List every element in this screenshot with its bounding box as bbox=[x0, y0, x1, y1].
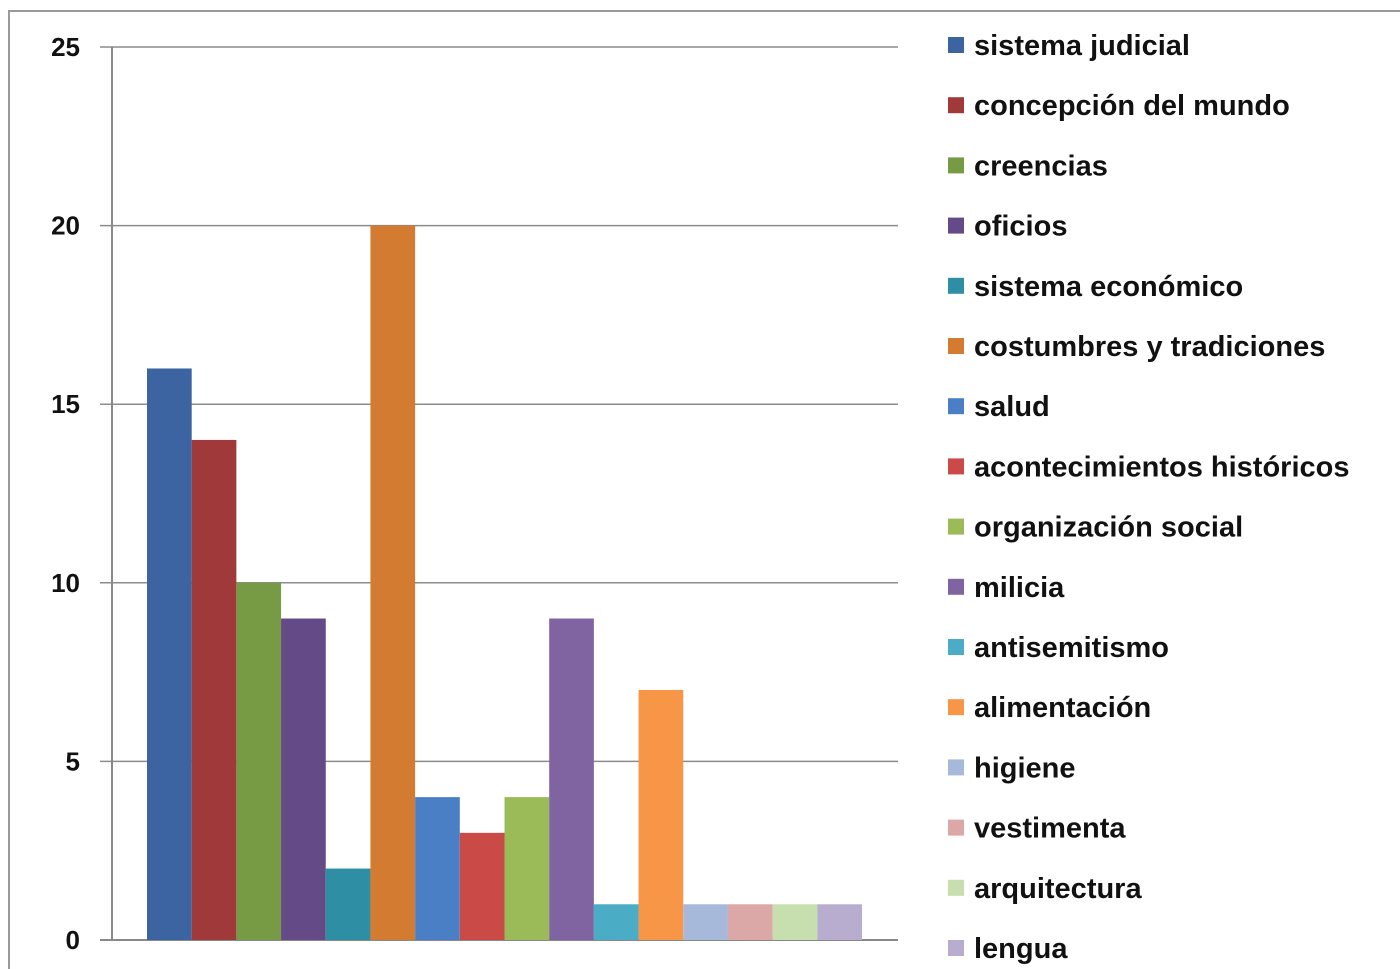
bar-higiene bbox=[683, 904, 728, 940]
bar-costumbres-y-tradiciones bbox=[370, 225, 416, 941]
legend-swatch bbox=[948, 639, 964, 655]
legend-label: sistema económico bbox=[974, 271, 1243, 303]
legend-swatch bbox=[948, 338, 964, 354]
bar-lengua bbox=[817, 904, 862, 940]
bar-creencias bbox=[236, 582, 282, 940]
legend-label: creencias bbox=[974, 150, 1108, 182]
legend-swatch bbox=[948, 518, 964, 535]
bar-oficios bbox=[281, 618, 326, 940]
legend-swatch bbox=[948, 398, 964, 415]
legend-label: organización social bbox=[974, 512, 1243, 544]
legend-label: oficios bbox=[974, 211, 1067, 243]
legend-label: milicia bbox=[974, 572, 1065, 604]
legend-swatch bbox=[948, 157, 964, 174]
legend-swatch bbox=[948, 37, 964, 53]
bar-salud bbox=[415, 797, 460, 940]
bar-alimentación bbox=[638, 689, 684, 940]
legend-label: alimentación bbox=[974, 692, 1151, 724]
bar-organización-social bbox=[504, 797, 550, 940]
legend-label: vestimenta bbox=[974, 813, 1126, 845]
legend-swatch bbox=[948, 458, 964, 475]
y-tick-label: 20 bbox=[51, 211, 80, 241]
legend-swatch bbox=[948, 578, 964, 595]
legend-swatch bbox=[948, 277, 964, 294]
legend-label: sistema judicial bbox=[974, 30, 1190, 62]
y-tick-label: 25 bbox=[51, 32, 80, 62]
bar-vestimenta bbox=[727, 904, 773, 940]
legend-swatch bbox=[948, 940, 964, 956]
bar-sistema-judicial bbox=[147, 368, 192, 941]
legend-swatch bbox=[948, 97, 964, 114]
legend-swatch bbox=[948, 819, 964, 836]
legend-label: higiene bbox=[974, 752, 1076, 784]
bar-milicia bbox=[549, 618, 594, 940]
y-tick-label: 10 bbox=[51, 568, 80, 598]
legend-swatch bbox=[948, 879, 964, 896]
legend-label: acontecimientos históricos bbox=[974, 451, 1350, 483]
y-tick-label: 5 bbox=[66, 746, 80, 776]
legend-label: antisemitismo bbox=[974, 632, 1169, 664]
legend-label: salud bbox=[974, 391, 1050, 423]
legend-swatch bbox=[948, 759, 964, 776]
bar-antisemitismo bbox=[593, 904, 639, 940]
bar-concepción-del-mundo bbox=[191, 439, 237, 940]
legend-label: concepción del mundo bbox=[974, 90, 1290, 122]
bar-sistema-económico bbox=[325, 868, 371, 940]
y-tick-label: 15 bbox=[51, 389, 80, 419]
legend-label: arquitectura bbox=[974, 873, 1142, 905]
bars bbox=[147, 225, 862, 941]
legend-label: lengua bbox=[974, 933, 1068, 965]
legend-swatch bbox=[948, 699, 964, 716]
y-tick-label: 0 bbox=[66, 925, 80, 955]
y-axis: 0 5 10 15 20 25 bbox=[51, 32, 113, 955]
bar-acontecimientos-históricos bbox=[459, 832, 505, 940]
legend-swatch bbox=[948, 217, 964, 234]
legend-label: costumbres y tradiciones bbox=[974, 331, 1325, 363]
bar-arquitectura bbox=[772, 904, 818, 940]
legend: sistema judicial concepción del mundo cree… bbox=[948, 30, 1350, 965]
